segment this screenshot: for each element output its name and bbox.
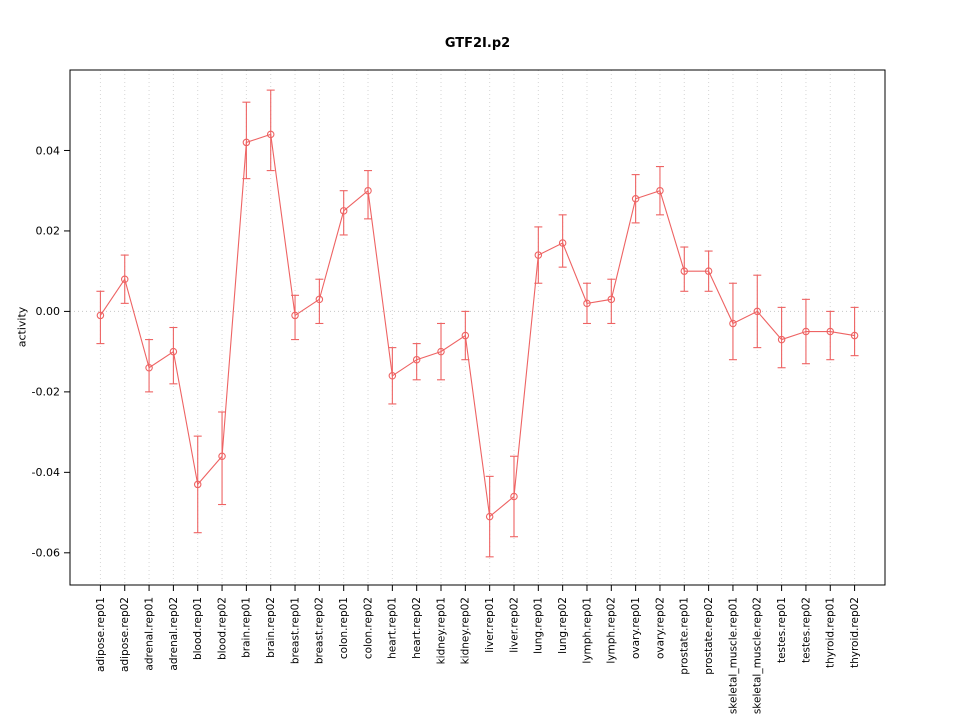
series-line	[99, 133, 855, 518]
y-axis-ticks: -0.06 -0.04 -0.02 0.00 0.02 0.04	[32, 144, 70, 560]
data-point	[461, 331, 470, 340]
data-point	[339, 207, 348, 215]
x-tick-label: testes.rep02	[800, 597, 812, 663]
data-point	[242, 138, 251, 147]
x-tick-label: blood.rep01	[192, 597, 204, 660]
data-point	[266, 130, 275, 139]
x-tick-label: skeletal_muscle.rep02	[752, 597, 764, 714]
data-point	[729, 319, 737, 328]
x-tick-label: colon.rep01	[338, 597, 350, 659]
x-tick-label: heart.rep01	[387, 597, 399, 659]
error-bars	[96, 89, 859, 558]
data-point	[485, 512, 494, 521]
data-point	[169, 347, 178, 356]
data-point	[777, 335, 786, 344]
x-axis-ticks: adipose.rep01 adipose.rep02 adrenal.rep01 a…	[95, 585, 861, 714]
data-point	[145, 363, 153, 372]
x-tick-label: adipose.rep01	[95, 597, 107, 672]
data-point	[193, 480, 202, 489]
y-tick-label: -0.02	[32, 386, 60, 399]
y-tick-label: -0.06	[32, 547, 60, 560]
x-tick-label: breast.rep02	[314, 597, 326, 664]
x-tick-label: lung.rep01	[533, 597, 545, 654]
chart-title: GTF2I.p2	[444, 36, 511, 51]
data-point	[388, 372, 397, 380]
data-point	[558, 239, 567, 247]
data-point	[315, 295, 324, 304]
data-point	[656, 186, 664, 195]
x-tick-label: lymph.rep02	[606, 597, 618, 664]
y-tick-label: 0.04	[36, 144, 61, 157]
x-tick-label: prostate.rep01	[679, 597, 691, 675]
x-tick-label: lung.rep02	[557, 597, 569, 654]
x-tick-label: brain.rep01	[241, 597, 253, 658]
x-tick-label: ovary.rep01	[630, 597, 642, 659]
x-tick-label: lymph.rep01	[581, 597, 593, 664]
gridlines	[99, 70, 856, 585]
data-point	[802, 327, 810, 336]
data-point	[753, 307, 762, 316]
data-point	[364, 186, 372, 195]
data-point	[826, 327, 835, 336]
plot-border	[69, 69, 886, 586]
x-tick-label: breast.rep01	[289, 597, 301, 664]
x-tick-label: skeletal_muscle.rep01	[727, 597, 739, 714]
data-point	[437, 347, 445, 356]
data-point	[850, 331, 859, 340]
x-tick-label: adipose.rep02	[119, 597, 131, 672]
y-tick-label: -0.04	[32, 466, 60, 479]
x-tick-label: brain.rep02	[265, 597, 277, 658]
x-tick-label: kidney.rep01	[435, 597, 447, 664]
data-point	[704, 267, 713, 275]
x-tick-label: testes.rep01	[776, 597, 788, 663]
x-tick-label: blood.rep02	[216, 597, 228, 660]
x-tick-label: liver.rep02	[508, 597, 520, 653]
data-point	[412, 355, 421, 364]
x-tick-label: thyroid.rep01	[825, 597, 837, 668]
x-tick-label: prostate.rep02	[703, 597, 715, 675]
y-tick-label: 0.00	[36, 305, 61, 318]
x-tick-label: thyroid.rep02	[849, 597, 861, 668]
y-tick-label: 0.02	[36, 225, 61, 238]
data-point	[96, 311, 105, 320]
x-tick-label: heart.rep02	[411, 597, 423, 659]
x-tick-label: kidney.rep02	[460, 597, 472, 664]
data-point	[510, 492, 518, 501]
data-point	[607, 295, 616, 304]
x-tick-label: liver.rep01	[484, 597, 496, 653]
data-point	[120, 275, 129, 283]
data-point	[631, 195, 640, 203]
data-point	[680, 267, 689, 275]
data-point	[291, 311, 299, 320]
x-tick-label: colon.rep02	[362, 597, 374, 659]
data-point	[218, 452, 226, 460]
data-points	[96, 130, 859, 521]
data-point	[534, 251, 543, 259]
x-tick-label: adrenal.rep01	[143, 597, 155, 671]
data-point	[583, 299, 591, 308]
x-tick-label: ovary.rep02	[654, 597, 666, 659]
x-tick-label: adrenal.rep02	[168, 597, 180, 671]
